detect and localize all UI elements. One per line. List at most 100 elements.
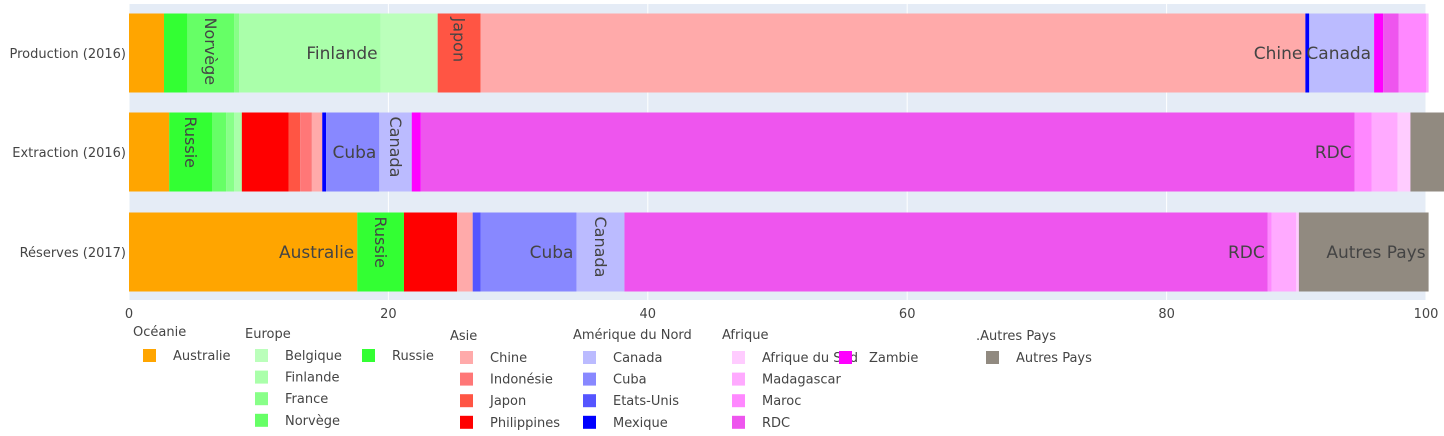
legend-label-etats-unis[interactable]: Etats-Unis [613, 394, 679, 409]
legend-swatch-zambie[interactable] [839, 351, 852, 364]
bar-segment-afrique-du-sud [1296, 212, 1299, 292]
bar-label-rdc: RDC [1228, 243, 1265, 263]
legend-swatch-canada[interactable] [583, 351, 596, 364]
legend-label-belgique[interactable]: Belgique [285, 349, 342, 364]
legend-swatch-norvege[interactable] [255, 413, 268, 427]
bar-segment-russie [164, 13, 188, 93]
legend-swatch-japon[interactable] [460, 394, 473, 408]
bar-segment-finlande [234, 112, 242, 192]
legend-label-madagascar[interactable]: Madagascar [762, 373, 842, 388]
bar-segment-chine [480, 13, 1306, 93]
bar-label-norvege: Norvège [201, 18, 220, 86]
legend-label-australie[interactable]: Australie [173, 349, 231, 364]
bar-segment-indonesie [300, 112, 312, 192]
legend-swatch-australie[interactable] [143, 349, 156, 362]
bar-segment-belgique [380, 13, 438, 93]
bar-segment-rdc [420, 112, 1355, 192]
legend-label-canada[interactable]: Canada [613, 351, 662, 366]
legend-label-russie[interactable]: Russie [392, 349, 434, 364]
legend-swatch-belgique[interactable] [255, 349, 268, 362]
legend-label-philippines[interactable]: Philippines [490, 416, 560, 431]
legend-label-chine[interactable]: Chine [490, 351, 527, 366]
bar-segment-maroc [1398, 13, 1426, 93]
bar-segment-maroc [1267, 212, 1272, 292]
bar-segment-japon [288, 112, 301, 192]
legend-swatch-russie[interactable] [362, 349, 375, 362]
legend-swatch-madagascar[interactable] [732, 372, 745, 386]
legend-label-mexique[interactable]: Mexique [613, 416, 668, 431]
bar-segment-finlande [239, 13, 381, 93]
legend-group-title: Asie [450, 329, 477, 344]
legend-swatch-afrique-du-sud[interactable] [732, 351, 745, 364]
legend-label-zambie[interactable]: Zambie [869, 351, 918, 366]
legend-swatch-mexique[interactable] [583, 415, 596, 429]
legend-label-maroc[interactable]: Maroc [762, 394, 801, 409]
legend-label-autres-pays[interactable]: Autres Pays [1016, 351, 1092, 366]
legend-swatch-maroc[interactable] [732, 394, 745, 408]
bar-label-russie: Russie [181, 117, 200, 169]
legend-group-title: .Autres Pays [976, 329, 1056, 344]
bar-label-finlande: Finlande [306, 44, 377, 64]
bar-label-autres-pays: Autres Pays [1326, 243, 1425, 263]
legend-swatch-philippines[interactable] [460, 415, 473, 429]
bar-segment-chine [457, 212, 473, 292]
legend-swatch-finlande[interactable] [255, 370, 268, 384]
legend-swatch-france[interactable] [255, 392, 268, 406]
bar-segment-japon [437, 13, 481, 93]
bar-label-australie: Australie [279, 243, 354, 263]
bar-segment-russie [357, 212, 404, 292]
bar-label-russie: Russie [371, 217, 390, 269]
bar-segment-afrique-du-sud [1397, 112, 1411, 192]
bar-segment-madagascar [1426, 13, 1429, 93]
bar-segment-australie [129, 112, 170, 192]
bar-segment-rdc [1383, 13, 1399, 93]
x-tick-label: 100 [1414, 307, 1439, 322]
legend-label-norvege[interactable]: Norvège [285, 414, 340, 429]
legend-label-rdc[interactable]: RDC [762, 416, 790, 431]
legend-swatch-etats-unis[interactable] [583, 394, 596, 408]
bar-segment-zambie [411, 112, 421, 192]
legend-swatch-rdc[interactable] [732, 415, 745, 429]
legend-label-afrique-du-sud[interactable]: Afrique du Sud [762, 351, 858, 366]
bar-segment-madagascar [1271, 212, 1297, 292]
bar-segment-france [234, 13, 240, 93]
bar-segment-canada [1309, 13, 1375, 93]
bar-segment-autres-pays [1410, 112, 1444, 192]
x-tick-label: 60 [899, 307, 916, 322]
bar-segment-canada [576, 212, 625, 292]
legend-group-title: Amérique du Nord [573, 328, 692, 343]
legend-swatch-chine[interactable] [460, 351, 473, 364]
bar-segment-mexique [1305, 13, 1310, 93]
bar-segment-norvege [212, 112, 227, 192]
bar-label-canada: Canada [591, 217, 610, 278]
legend-swatch-indonesie[interactable] [460, 372, 473, 386]
bar-segment-australie [129, 13, 165, 93]
bar-label-chine: Chine [1254, 44, 1303, 64]
bar-segment-australie [129, 212, 358, 292]
bar-label-cuba: Cuba [530, 243, 574, 263]
legend-swatch-autres-pays[interactable] [986, 351, 999, 364]
bar-segment-canada [379, 112, 412, 192]
y-tick-label: Extraction (2016) [12, 146, 126, 161]
legend-label-cuba[interactable]: Cuba [613, 373, 647, 388]
legend-group-title: Océanie [133, 325, 186, 340]
bar-segment-norvege [187, 13, 235, 93]
legend-label-japon[interactable]: Japon [489, 394, 526, 409]
bar-segment-cuba [480, 212, 577, 292]
bar-segment-maroc [1354, 112, 1372, 192]
bar-segment-chine [311, 112, 323, 192]
y-tick-label: Réserves (2017) [20, 246, 126, 261]
legend-swatch-cuba[interactable] [583, 372, 596, 386]
bar-segment-madagascar [1371, 112, 1398, 192]
legend-label-indonesie[interactable]: Indonésie [490, 373, 553, 388]
legend-label-france[interactable]: France [285, 392, 328, 407]
bar-segment-cuba [326, 112, 380, 192]
x-tick-label: 0 [125, 307, 133, 322]
x-tick-label: 20 [380, 307, 397, 322]
legend-group-title: Afrique [722, 328, 768, 343]
bar-label-canada: Canada [386, 117, 405, 178]
legend-label-finlande[interactable]: Finlande [285, 371, 339, 386]
bar-segment-philippines [403, 212, 458, 292]
bar-segment-rdc [624, 212, 1268, 292]
